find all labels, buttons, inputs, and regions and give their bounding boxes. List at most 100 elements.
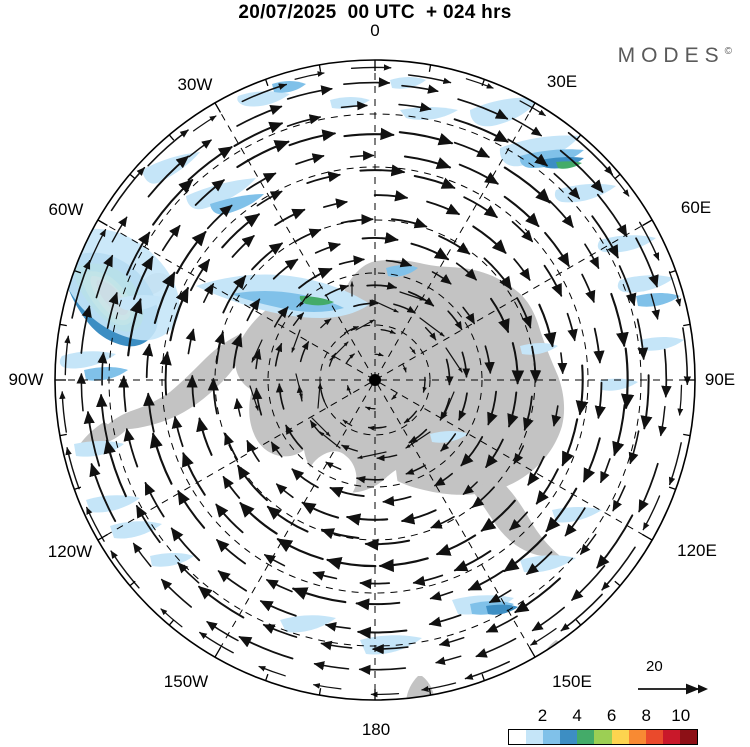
wind-arrow (103, 439, 127, 498)
outer-tick (129, 580, 136, 587)
wind-arrow (668, 442, 682, 486)
wind-arrow (488, 589, 512, 604)
longitude-label-30W: 30W (177, 75, 213, 94)
wind-arrow (262, 623, 298, 638)
wind-arrow (409, 346, 416, 355)
wind-arrow (127, 298, 143, 357)
shading-streak-mid1 (430, 431, 468, 443)
wind-arrow (160, 578, 192, 608)
wind-arrow (110, 166, 146, 212)
wind-arrow (424, 326, 437, 341)
wind-arrow (461, 351, 471, 378)
wind-arrow (594, 381, 606, 419)
wind-arrow (142, 343, 154, 379)
outer-tick (614, 173, 621, 180)
wind-arrow (421, 682, 457, 692)
wind-arrow (320, 640, 353, 651)
wind-arrow (514, 577, 562, 614)
wind-arrow (294, 71, 325, 80)
wind-arrow (601, 546, 636, 591)
wind-arrow (511, 220, 534, 243)
wind-arrow (490, 297, 510, 334)
wind-arrow (407, 74, 452, 85)
wind-arrow (612, 485, 626, 512)
wind-arrow (118, 375, 130, 413)
wind-arrow-inner (295, 373, 303, 399)
colorbar-tick-labels: 2 4 6 8 10 (508, 706, 698, 728)
outer-tick (318, 64, 322, 72)
outer-tick (318, 688, 322, 696)
outer-tick (481, 673, 486, 681)
wind-arrow (313, 661, 350, 671)
wind-arrow (557, 352, 568, 375)
wind-arrow (143, 392, 155, 433)
wind-arrow (385, 257, 412, 268)
wind-arrow-inner (299, 293, 309, 307)
shading-streak-top2 (330, 97, 370, 109)
wind-arrow (306, 171, 341, 184)
wind-arrow (380, 329, 396, 335)
wind-arrow (567, 131, 614, 176)
colorbar-tick-4: 4 (572, 706, 582, 725)
shading-streak-60e2 (617, 275, 674, 293)
wind-arrow (133, 255, 154, 300)
wind-arrow (343, 77, 391, 88)
wind-arrow (440, 433, 457, 452)
colorbar-segment-9 (662, 730, 680, 744)
shading-streak-90w1b (84, 367, 128, 381)
wind-arrow (76, 372, 86, 412)
colorbar-gradient (508, 729, 698, 745)
wind-arrow (345, 513, 389, 526)
modes-logo-text: MODES (617, 44, 725, 67)
wind-arrow (202, 283, 215, 304)
wind-arrow (96, 393, 109, 443)
wind-arrow (349, 150, 375, 161)
wind-arrow (233, 398, 243, 417)
wind-arrow (439, 397, 451, 421)
wind-arrow (206, 204, 233, 230)
wind-arrow (239, 502, 278, 535)
outer-tick (614, 580, 621, 587)
wind-arrow (428, 614, 462, 627)
wind-arrow (430, 515, 455, 529)
wind-arrow (413, 175, 456, 189)
wind-arrow (359, 578, 391, 590)
wind-arrow (581, 273, 596, 303)
wind-arrow (153, 271, 176, 324)
wind-arrow (270, 441, 283, 458)
wind-arrow (433, 472, 453, 487)
wind-arrow (236, 140, 290, 169)
wind-arrow (564, 507, 586, 537)
colorbar-segment-4 (577, 730, 595, 744)
wind-arrow (609, 172, 630, 197)
wind-arrow-inner (329, 341, 349, 361)
outer-tick (97, 533, 108, 541)
wind-arrow (530, 627, 557, 646)
wind-arrow-inner (311, 417, 331, 437)
wind-arrow (373, 190, 409, 202)
wind-arrow (372, 643, 409, 655)
wind-arrow (579, 533, 597, 555)
outer-tick (683, 323, 691, 327)
wind-arrow (431, 271, 452, 285)
longitude-label-90E: 90E (704, 370, 736, 389)
wind-arrow-inner (405, 431, 431, 449)
wind-arrow (275, 483, 294, 499)
outer-tick (97, 219, 108, 227)
wind-arrow (237, 464, 268, 502)
shading-streak-bot5 (552, 507, 602, 523)
longitude-label-0: 0 (370, 21, 380, 40)
wind-arrow (286, 114, 322, 127)
wind-arrow-inner (291, 329, 301, 353)
antarctic-peninsula-lower (104, 334, 246, 430)
wind-arrow (135, 504, 161, 544)
wind-arrow (462, 481, 478, 495)
wind-arrow (398, 102, 432, 113)
wind-arrow (638, 462, 659, 513)
lat-circle-60S (267, 272, 483, 488)
wind-arrow (266, 505, 309, 533)
colorbar-tick-6: 6 (606, 706, 617, 725)
wind-arrow (350, 64, 392, 71)
wind-arrow (161, 224, 181, 252)
